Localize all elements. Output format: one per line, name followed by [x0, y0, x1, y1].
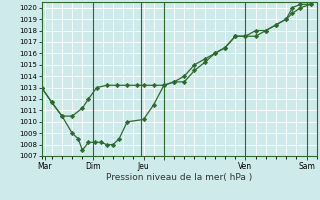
X-axis label: Pression niveau de la mer( hPa ): Pression niveau de la mer( hPa ) — [106, 173, 252, 182]
